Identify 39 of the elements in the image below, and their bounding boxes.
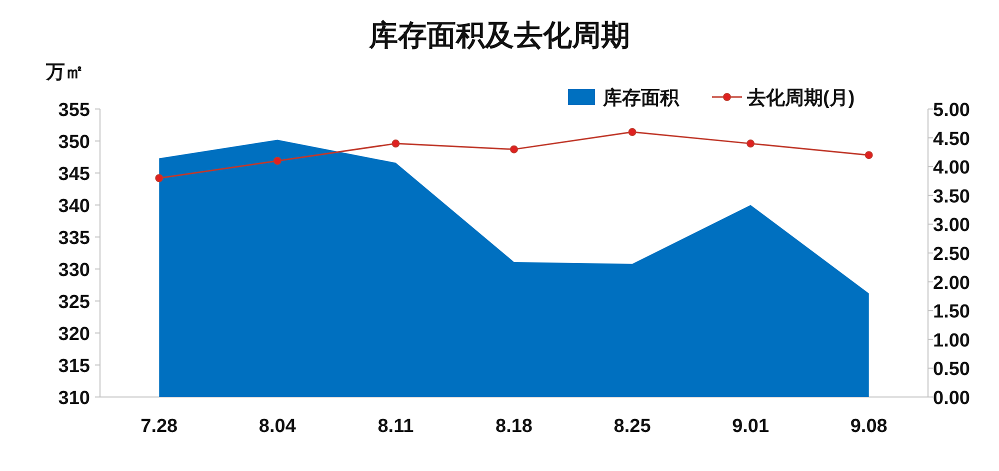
y2-tick-label: 1.00 <box>933 330 970 352</box>
y2-tick-label: 2.00 <box>933 272 970 294</box>
x-tick-label: 8.11 <box>378 416 414 437</box>
y-tick-label: 345 <box>58 164 90 185</box>
x-tick-label: 9.08 <box>850 416 888 437</box>
y-axis-title: 万㎡ <box>45 62 84 83</box>
y2-tick-label: 2.50 <box>933 244 970 265</box>
y2-tick-label: 1.50 <box>933 302 970 323</box>
y2-tick-label: 4.50 <box>933 128 970 150</box>
y2-tick-label: 5.00 <box>933 100 970 121</box>
point <box>155 174 164 182</box>
y2-tick-label: 3.00 <box>933 215 970 236</box>
x-tick-label: 9.01 <box>732 416 770 437</box>
point <box>510 145 518 154</box>
point <box>746 140 755 148</box>
y2-tick-label: 3.50 <box>933 186 970 208</box>
y-tick-label: 335 <box>58 228 90 249</box>
y-tick-label: 330 <box>58 260 90 281</box>
x-tick-label: 7.28 <box>140 416 178 437</box>
x-tick-label: 8.25 <box>614 416 652 437</box>
point <box>392 140 400 148</box>
point <box>273 156 282 165</box>
y-tick-label: 310 <box>58 388 90 409</box>
point <box>628 128 636 136</box>
y-tick-label: 340 <box>58 196 90 217</box>
y-tick-label: 355 <box>58 100 90 121</box>
y2-tick-label: 4.00 <box>933 158 970 179</box>
legend-label: 去化周期(月) <box>746 87 855 109</box>
x-tick-label: 8.04 <box>258 416 296 437</box>
y2-tick-label: 0.00 <box>933 388 970 409</box>
y-tick-label: 320 <box>58 324 90 345</box>
y-tick-label: 315 <box>58 356 90 377</box>
y-tick-label: 325 <box>58 292 90 313</box>
point <box>864 151 873 160</box>
chart-title: 库存面积及去化周期 <box>368 19 630 52</box>
legend-label: 库存面积 <box>602 87 680 109</box>
y2-tick-label: 0.50 <box>933 359 970 380</box>
x-tick-label: 8.18 <box>496 416 532 437</box>
y-tick-label: 350 <box>58 132 90 153</box>
